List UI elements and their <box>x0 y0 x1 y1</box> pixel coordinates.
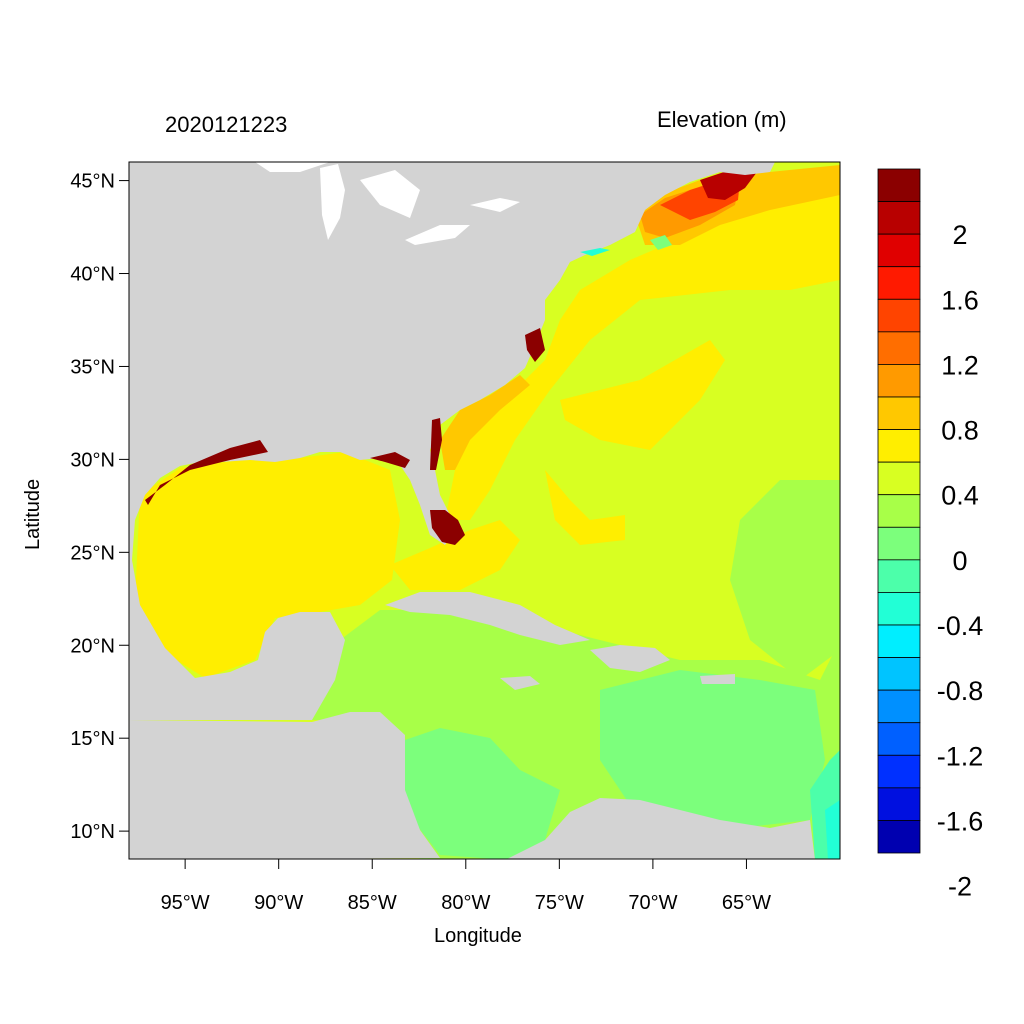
atlantic-coastal-yellow <box>445 195 840 520</box>
y-tick-label: 30°N <box>70 449 115 471</box>
gulf-coast-surge <box>145 440 268 505</box>
colorbar-label: -1.6 <box>937 806 984 836</box>
colorbar-label: -0.8 <box>937 676 984 706</box>
y-tick-label: 25°N <box>70 542 115 564</box>
cape-cod-green <box>650 235 672 250</box>
lake-superior <box>255 162 330 172</box>
timestamp-title: 2020121223 <box>165 112 288 137</box>
venezuela-basin-green <box>600 670 825 830</box>
colorbar-swatch <box>877 722 921 756</box>
lake-ontario <box>470 198 520 212</box>
bay-of-fundy-darkred <box>700 168 760 200</box>
colorbar-swatch <box>877 168 921 202</box>
colorbar-swatch <box>877 461 921 496</box>
long-island-cyan <box>580 248 610 256</box>
y-tick-label: 10°N <box>70 821 115 843</box>
colorbar-swatch <box>877 624 921 658</box>
x-tick-label: 80°W <box>441 892 490 914</box>
x-tick-label: 95°W <box>161 892 210 914</box>
chesapeake-surge <box>525 328 545 362</box>
colorbar-label: 2 <box>952 220 967 250</box>
x-axis-ticks: 95°W 90°W 85°W 80°W 75°W 70°W 65°W <box>161 859 771 914</box>
colorbar-label: 0.8 <box>941 416 979 446</box>
colorbar-swatch <box>877 559 921 593</box>
colorbar-swatch <box>877 298 921 333</box>
colorbar-swatch <box>877 201 921 235</box>
colorbar-label: -0.4 <box>937 611 984 641</box>
colorbar-swatch <box>877 592 921 626</box>
south-florida-surge <box>430 510 465 545</box>
colorbar-swatch <box>877 266 921 300</box>
atlantic-green-region <box>730 480 840 680</box>
lake-huron <box>360 170 420 218</box>
y-tick-label: 45°N <box>70 171 115 193</box>
colorbar-label: -1.2 <box>937 741 984 771</box>
colorbar-swatch <box>877 396 921 430</box>
colorbar-swatch <box>877 657 921 691</box>
north-america-land <box>129 162 775 720</box>
east-coast-surge <box>430 418 442 470</box>
gulf-of-mexico-yellow-region <box>135 452 400 678</box>
cuba-land <box>385 592 590 645</box>
colorbar: 2 1.6 1.2 0.8 0.4 0 -0.4 -0.8 -1.2 -1.6 -2 <box>877 168 984 902</box>
colorbar-label: 0 <box>952 546 967 576</box>
x-axis-label: Longitude <box>434 925 522 947</box>
colorbar-swatch <box>877 233 921 268</box>
lake-michigan <box>320 164 345 240</box>
y-tick-label: 15°N <box>70 728 115 750</box>
colorbar-swatch <box>877 787 921 821</box>
colorbar-label: 1.2 <box>941 350 979 380</box>
central-atlantic-yellow <box>560 340 725 450</box>
x-tick-label: 65°W <box>722 892 771 914</box>
jamaica-land <box>500 676 540 690</box>
x-tick-label: 70°W <box>628 892 677 914</box>
puerto-rico-land <box>700 674 735 684</box>
y-tick-label: 20°N <box>70 635 115 657</box>
map-content <box>129 162 840 859</box>
colorbar-label: 0.4 <box>941 481 979 511</box>
colorbar-swatch <box>877 754 921 789</box>
x-tick-label: 75°W <box>535 892 584 914</box>
colorbar-swatch <box>877 689 921 724</box>
hispaniola-land <box>590 645 670 672</box>
colorbar-swatch <box>877 494 921 528</box>
southeast-cyan-deep <box>825 800 840 859</box>
colorbar-swatch <box>877 526 921 561</box>
florida-straits-yellow <box>390 520 520 590</box>
colorbar-swatch <box>877 820 921 854</box>
plot-frame <box>128 161 841 860</box>
colorbar-swatch <box>877 331 921 365</box>
variable-title: Elevation (m) <box>657 107 787 132</box>
carolina-orange-band <box>440 375 530 470</box>
lake-erie <box>405 225 470 245</box>
colorbar-swatch <box>877 429 921 463</box>
big-bend-surge <box>370 452 410 468</box>
x-tick-label: 90°W <box>254 892 303 914</box>
south-america-land <box>507 798 815 859</box>
x-tick-label: 85°W <box>348 892 397 914</box>
central-america-land <box>129 712 440 859</box>
bahamas-yellow <box>545 470 625 545</box>
y-tick-label: 40°N <box>70 264 115 286</box>
y-tick-label: 35°N <box>70 356 115 378</box>
y-axis-ticks: 45°N 40°N 35°N 30°N 25°N 20°N 15°N 10°N <box>70 171 129 843</box>
colorbar-label: -2 <box>948 872 972 902</box>
colorbar-swatch <box>877 364 921 398</box>
colombia-basin-green <box>405 728 560 859</box>
colorbar-label: 1.6 <box>941 285 979 315</box>
